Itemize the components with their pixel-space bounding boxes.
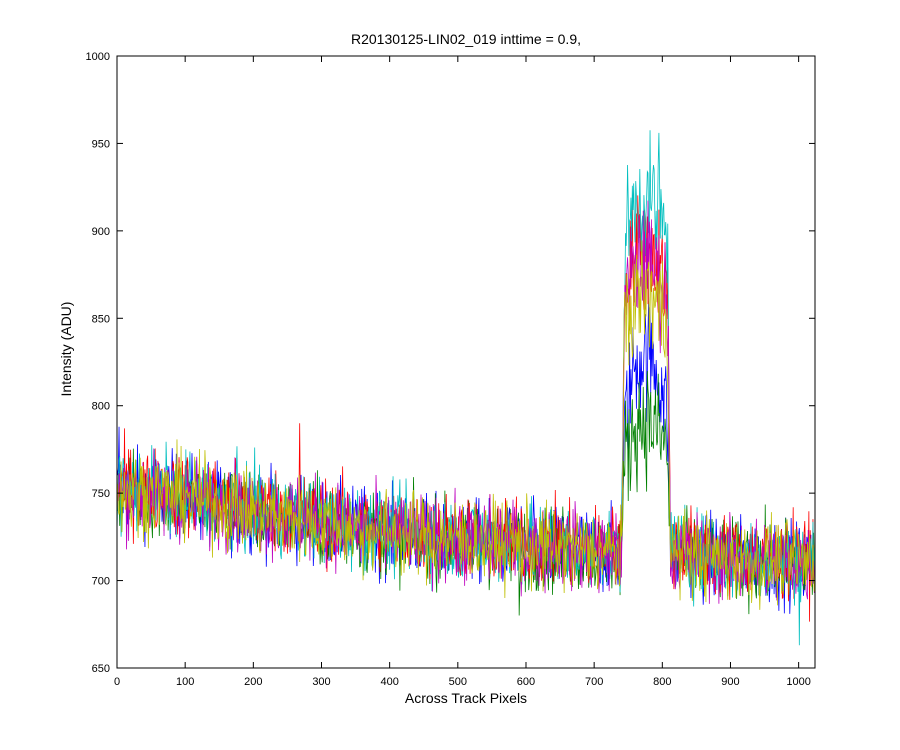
y-tick-label: 1000 <box>86 51 110 63</box>
x-tick-label: 1000 <box>786 676 810 688</box>
y-tick-label: 800 <box>92 401 110 413</box>
chart-title: R20130125-LIN02_019 inttime = 0.9, <box>351 31 581 47</box>
series-line-6 <box>116 240 816 610</box>
y-tick-label: 900 <box>92 226 110 238</box>
series-layer <box>116 130 816 646</box>
x-tick-label: 700 <box>585 676 603 688</box>
y-tick-label: 850 <box>92 313 110 325</box>
x-axis-label: Across Track Pixels <box>404 690 528 706</box>
y-tick-label: 650 <box>92 663 110 675</box>
x-tick-label: 0 <box>114 676 120 688</box>
axes-frame <box>116 55 816 669</box>
ticks-layer: 0 100 200 300 400 500 600 700 800 900 1000 650 700 75… <box>86 51 815 688</box>
x-tick-label: 600 <box>517 676 535 688</box>
y-axis-label: Intensity (ADU) <box>58 301 74 397</box>
x-tick-label: 500 <box>449 676 467 688</box>
x-tick-label: 200 <box>244 676 262 688</box>
y-tick-label: 750 <box>92 488 110 500</box>
x-tick-label: 300 <box>312 676 330 688</box>
y-tick-label: 950 <box>92 138 110 150</box>
x-tick-label: 800 <box>653 676 671 688</box>
y-tick-label: 700 <box>92 576 110 588</box>
x-tick-label: 100 <box>176 676 194 688</box>
x-tick-label: 400 <box>380 676 398 688</box>
x-tick-label: 900 <box>721 676 739 688</box>
